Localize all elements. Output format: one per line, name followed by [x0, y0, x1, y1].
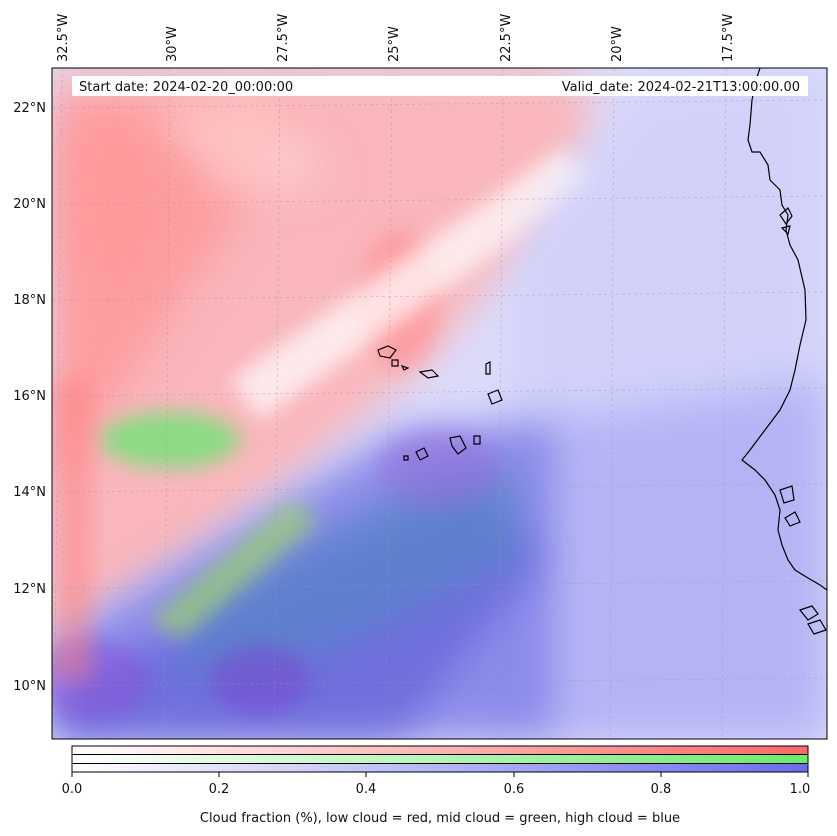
lat-label: 10°N	[13, 679, 46, 694]
valid-date-label: Valid_date: 2024-02-21T13:00:00.00	[562, 80, 800, 95]
lat-label: 16°N	[13, 389, 46, 404]
colorbar-tick-label: 0.2	[209, 782, 230, 797]
colorbar-mid-cloud	[72, 755, 808, 763]
colorbar-high-cloud	[72, 764, 808, 772]
date-banner	[72, 76, 808, 96]
lat-label: 20°N	[13, 197, 46, 212]
colorbar-tick-label: 0.8	[651, 782, 672, 797]
lat-label: 14°N	[13, 485, 46, 500]
colorbar-tick-label: 0.6	[504, 782, 525, 797]
colorbar-tick-label: 0.4	[356, 782, 377, 797]
colorbar-tick-label: 0.0	[62, 782, 83, 797]
colorbar-title: Cloud fraction (%), low cloud = red, mid…	[200, 811, 680, 826]
lon-label: 22.5°W	[499, 14, 514, 62]
lon-label: 25°W	[387, 26, 402, 62]
latitude-labels: 22°N 20°N 18°N 16°N 14°N 12°N 10°N	[13, 101, 46, 694]
lat-label: 22°N	[13, 101, 46, 116]
lon-label: 20°W	[610, 26, 625, 62]
cloud-field	[52, 68, 827, 739]
colorbar-tick-label: 1.0	[790, 782, 811, 797]
colorbar: 0.0 0.2 0.4 0.6 0.8 1.0 Cloud fraction (…	[62, 745, 811, 826]
lat-label: 18°N	[13, 293, 46, 308]
colorbar-low-cloud	[72, 746, 808, 754]
longitude-labels: 32.5°W 30°W 27.5°W 25°W 22.5°W 20°W 17.5…	[56, 14, 736, 62]
graticule	[51, 67, 828, 740]
lon-label: 27.5°W	[276, 14, 291, 62]
coastline	[377, 68, 827, 635]
start-date-label: Start date: 2024-02-20_00:00:00	[79, 80, 293, 95]
lon-label: 30°W	[165, 26, 180, 62]
map-frame	[51, 67, 828, 740]
lon-label: 32.5°W	[56, 14, 71, 62]
lon-label: 17.5°W	[721, 14, 736, 62]
lat-label: 12°N	[13, 582, 46, 597]
